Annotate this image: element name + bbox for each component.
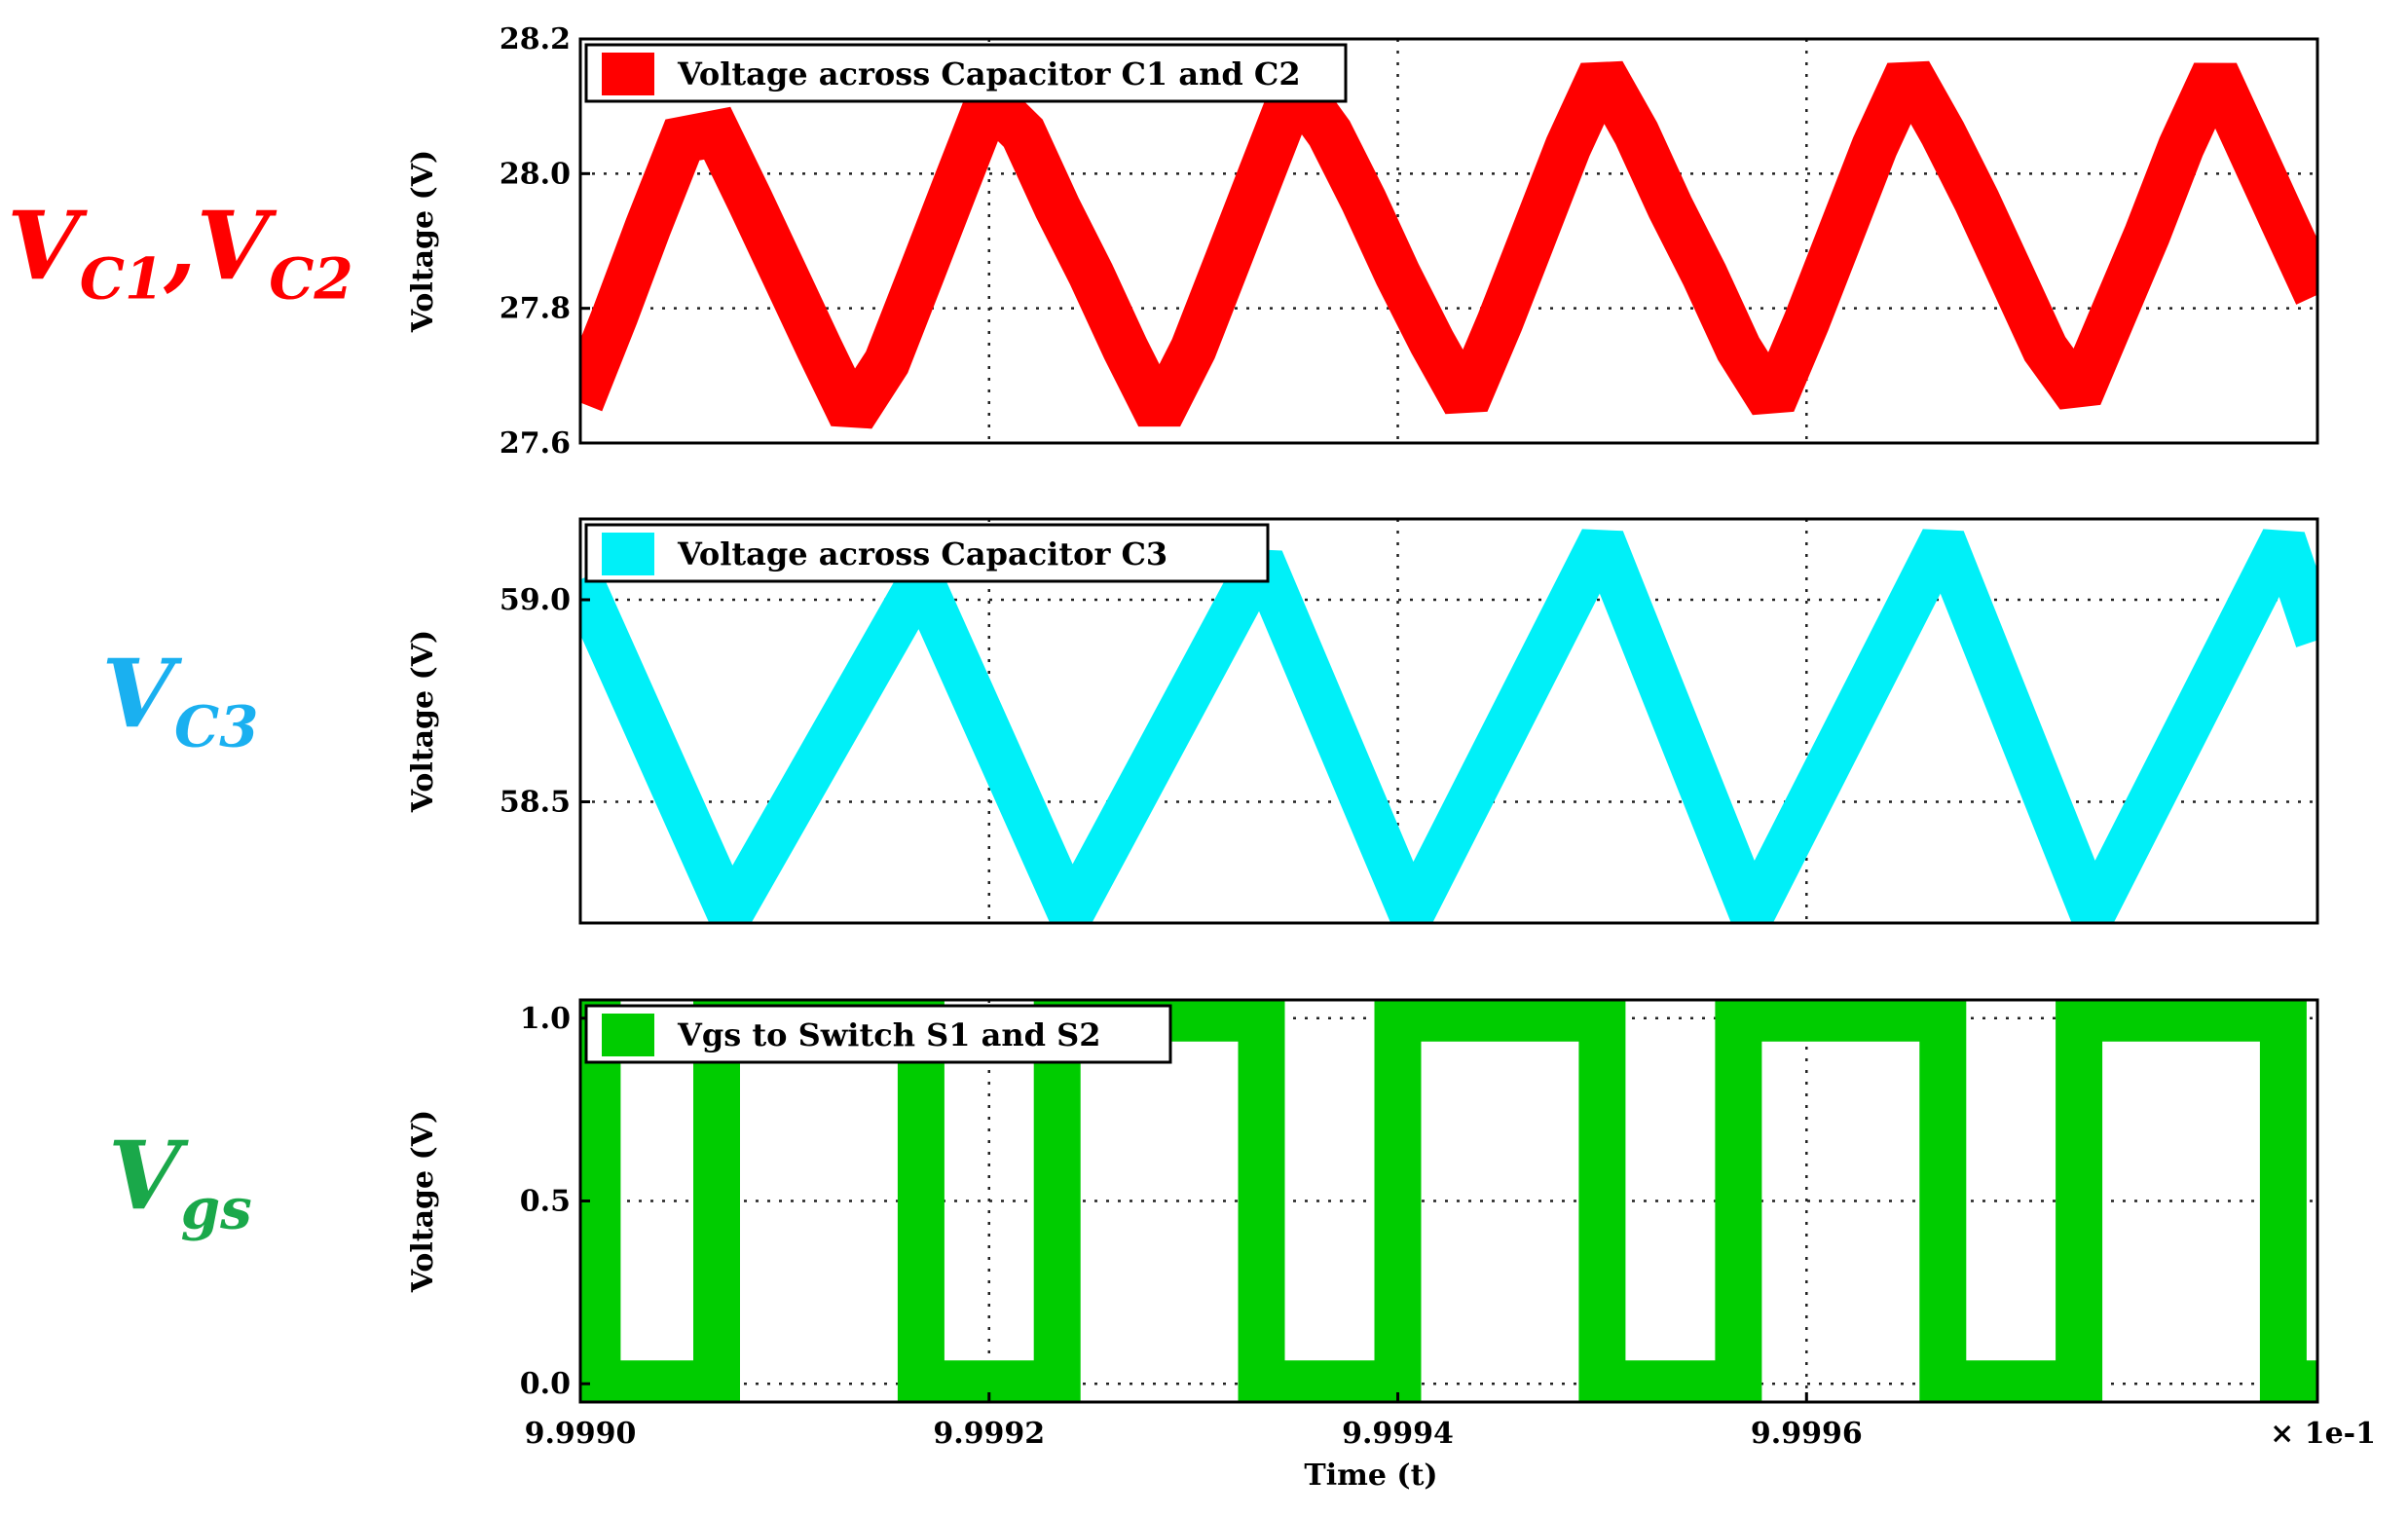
y-tick-label-2-2: 1.0 [520, 1002, 571, 1036]
x-axis-multiplier: × 1e-1 [2270, 1417, 2376, 1451]
vc2-main: V [196, 191, 270, 301]
vc3-main: V [101, 639, 174, 749]
x-tick-label-3: 9.9996 [1751, 1417, 1863, 1451]
series-line-1-0 [580, 529, 2317, 923]
vc3-sub: C3 [173, 693, 259, 760]
vgs-sub: gs [180, 1175, 252, 1242]
x-axis-title: Time (t) [1304, 1459, 1437, 1493]
y-tick-label-1-1: 59.0 [500, 583, 571, 617]
legend-label-0: Voltage across Capacitor C1 and C2 [677, 55, 1301, 92]
series-line-2-0 [580, 1000, 2317, 1402]
legend-swatch-2 [602, 1014, 654, 1056]
legend-box-2 [584, 1004, 1172, 1064]
x-tick-label-2: 9.9994 [1342, 1417, 1454, 1451]
y-tick-label-2-0: 0.0 [520, 1367, 571, 1401]
x-tick-label-0: 9.9990 [525, 1417, 637, 1451]
y-tick-label-0-0: 27.6 [500, 426, 571, 461]
legend-swatch-1 [602, 533, 654, 575]
vc1-vc2-label: VC1,VC2 [0, 200, 360, 308]
y-axis-title-1: Voltage (V) [406, 630, 440, 813]
y-tick-label-0-1: 27.8 [500, 292, 571, 326]
y-axis-title-0: Voltage (V) [406, 150, 440, 333]
legend-box-0 [584, 43, 1348, 103]
legend-swatch-0 [602, 53, 654, 95]
plot-frame-0 [578, 37, 2319, 445]
vc2-sub: C2 [269, 245, 353, 313]
vc1-sub: C1 [79, 245, 165, 313]
vc-separator: , [164, 191, 197, 301]
y-tick-label-0-2: 28.0 [500, 157, 571, 191]
x-tick-label-1: 9.9992 [933, 1417, 1045, 1451]
vgs-label: Vgs [0, 1129, 360, 1237]
vc3-label: VC3 [0, 647, 360, 756]
series-line-0-0 [580, 57, 2317, 429]
legend-label-1: Voltage across Capacitor C3 [677, 535, 1167, 572]
legend-box-1 [584, 523, 1270, 583]
y-tick-label-1-0: 58.5 [500, 786, 571, 820]
y-tick-label-2-1: 0.5 [520, 1185, 571, 1219]
y-tick-label-0-3: 28.2 [500, 22, 571, 56]
y-axis-title-2: Voltage (V) [406, 1110, 440, 1293]
vgs-main: V [108, 1121, 181, 1231]
plot-frame-1 [578, 517, 2319, 925]
legend-label-2: Vgs to Switch S1 and S2 [677, 1016, 1101, 1053]
vc1-main: V [7, 191, 80, 301]
